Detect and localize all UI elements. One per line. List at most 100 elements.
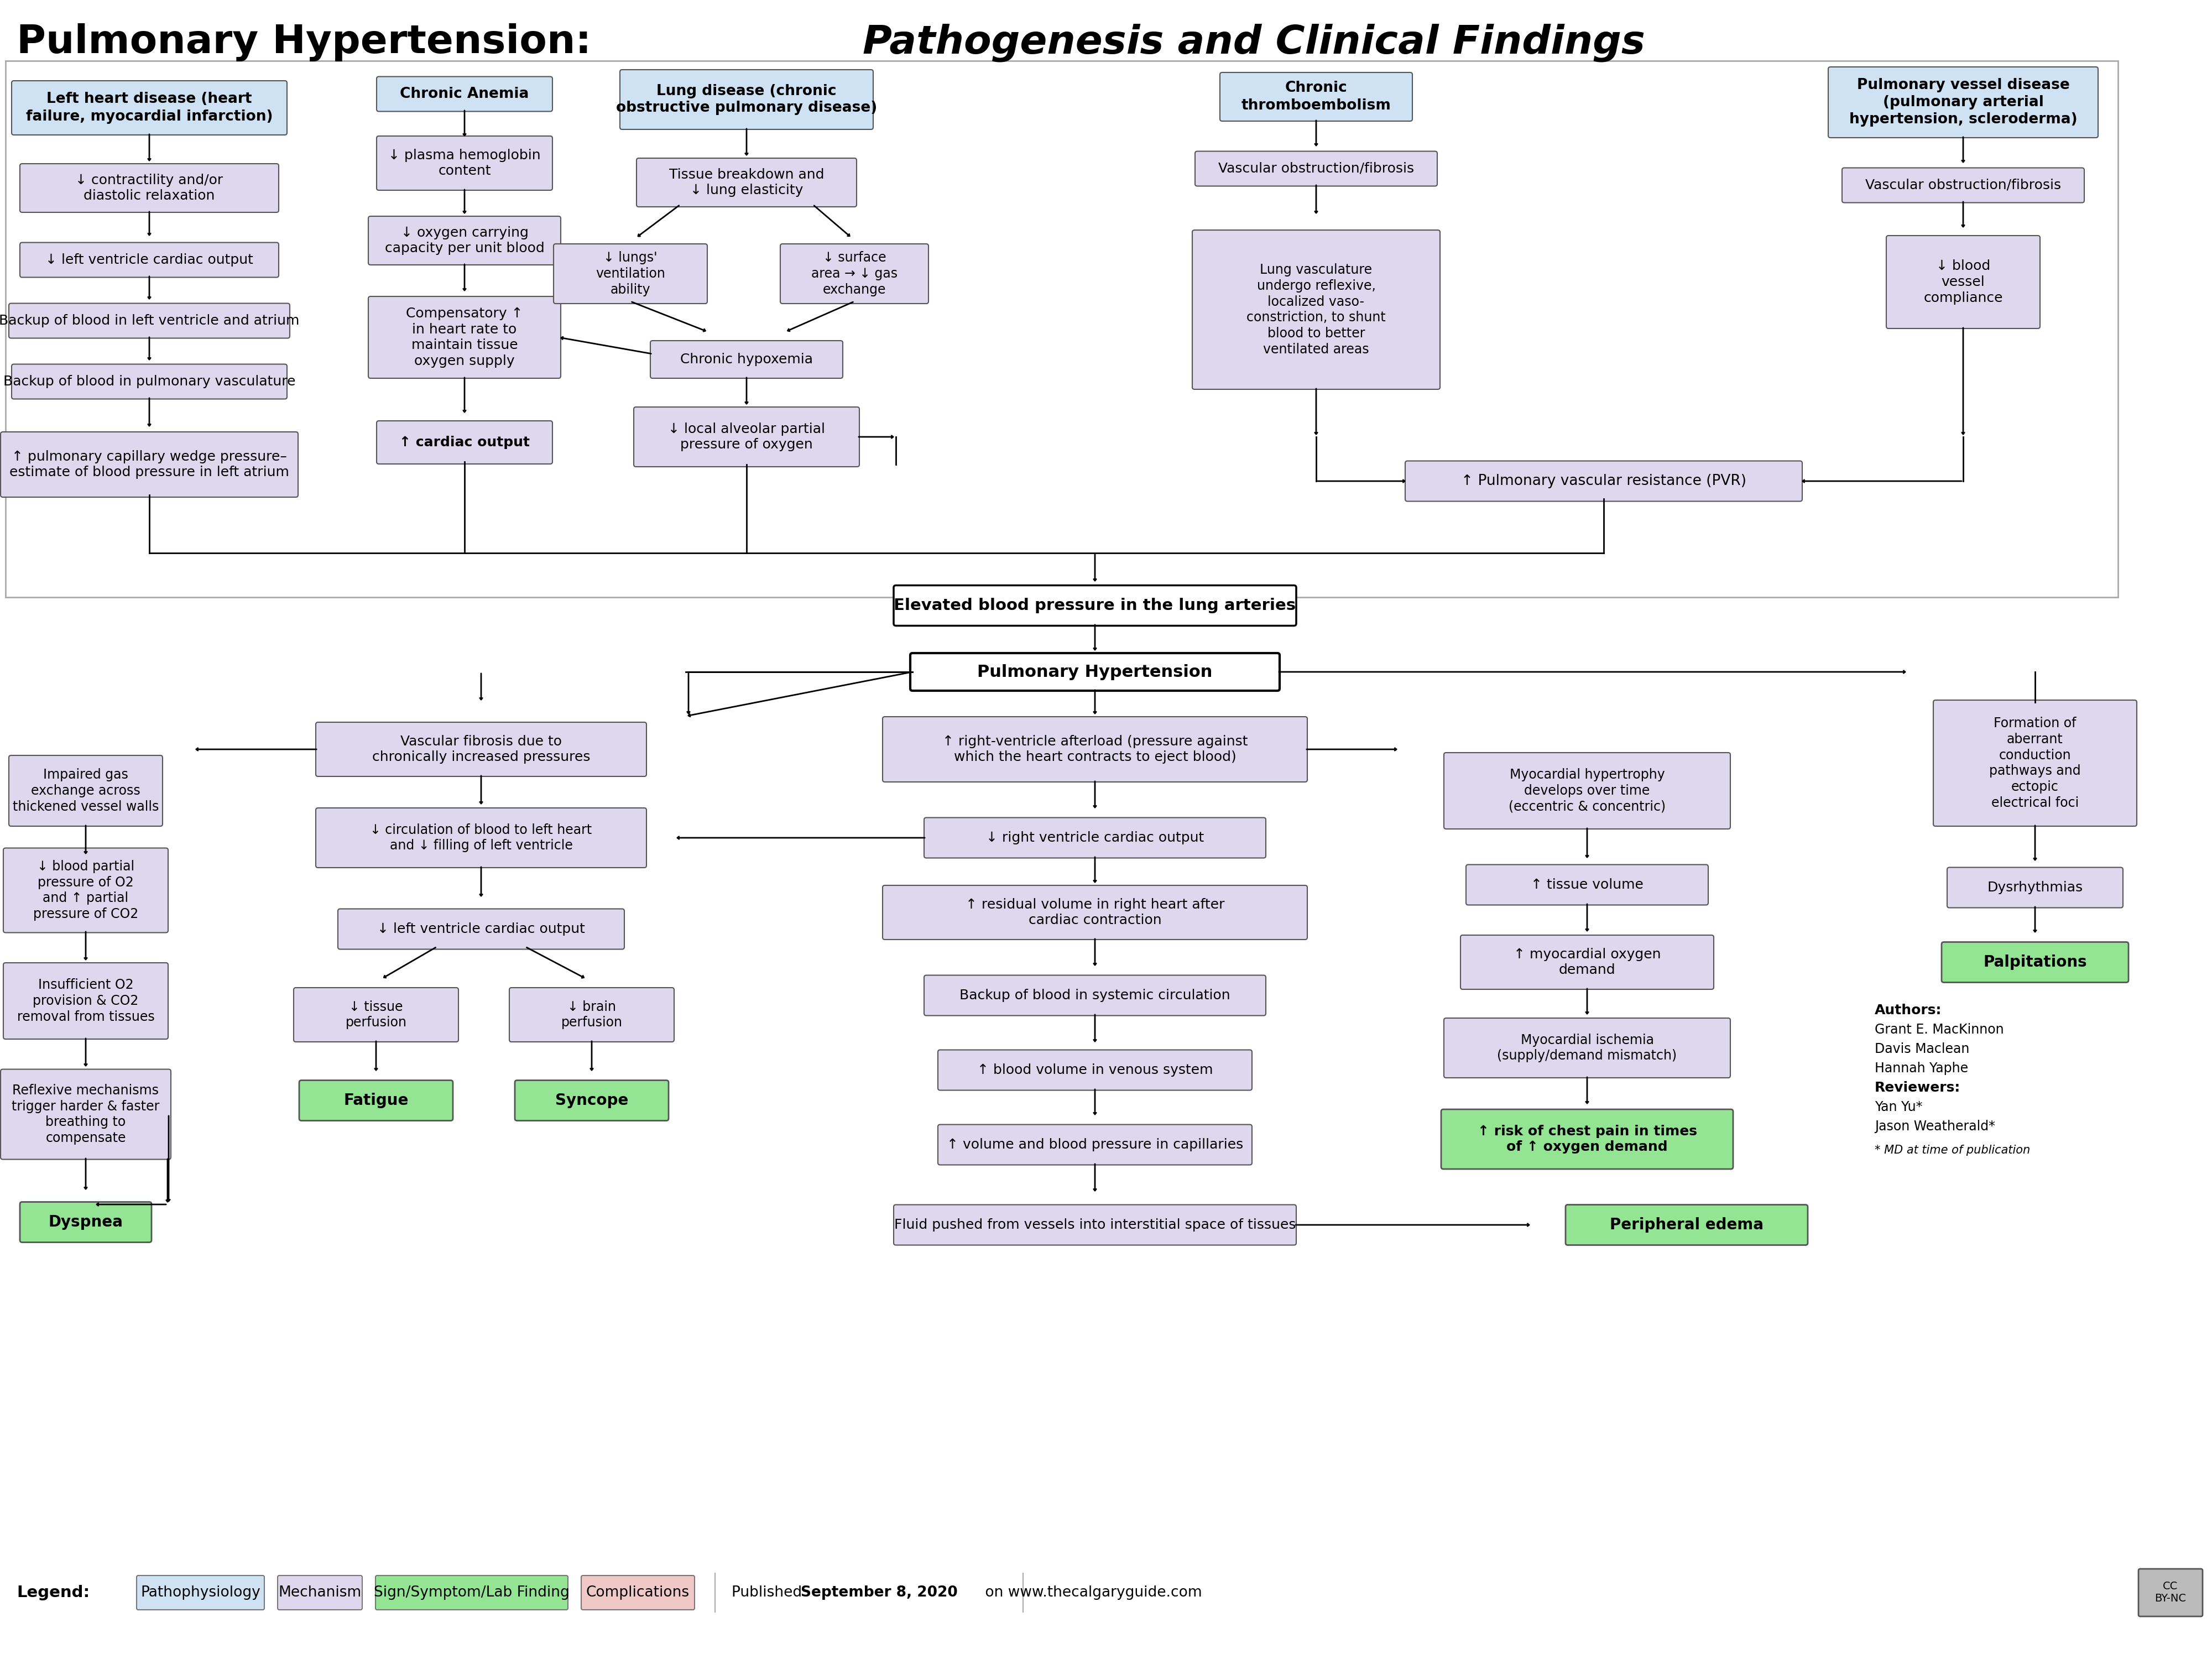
- Text: Insufficient O2
provision & CO2
removal from tissues: Insufficient O2 provision & CO2 removal …: [18, 979, 155, 1024]
- Text: CC
BY-NC: CC BY-NC: [2154, 1581, 2185, 1604]
- FancyBboxPatch shape: [279, 1576, 363, 1609]
- Text: ↑ tissue volume: ↑ tissue volume: [1531, 878, 1644, 891]
- FancyBboxPatch shape: [894, 586, 1296, 625]
- FancyBboxPatch shape: [4, 962, 168, 1039]
- Text: ↑ blood volume in venous system: ↑ blood volume in venous system: [978, 1063, 1212, 1077]
- Text: Davis Maclean: Davis Maclean: [1876, 1042, 1969, 1055]
- Text: ↑ residual volume in right heart after
cardiac contraction: ↑ residual volume in right heart after c…: [964, 898, 1225, 927]
- FancyBboxPatch shape: [1442, 1110, 1734, 1170]
- Text: ↓ right ventricle cardiac output: ↓ right ventricle cardiac output: [987, 831, 1203, 844]
- Text: ↓ circulation of blood to left heart
and ↓ filling of left ventricle: ↓ circulation of blood to left heart and…: [369, 823, 593, 853]
- Text: ↑ myocardial oxygen
demand: ↑ myocardial oxygen demand: [1513, 947, 1661, 977]
- Text: Syncope: Syncope: [555, 1093, 628, 1108]
- Text: ↓ blood
vessel
compliance: ↓ blood vessel compliance: [1924, 259, 2002, 305]
- FancyBboxPatch shape: [1192, 231, 1440, 390]
- FancyBboxPatch shape: [553, 244, 708, 304]
- Text: Chronic hypoxemia: Chronic hypoxemia: [681, 353, 814, 367]
- Text: ↑ cardiac output: ↑ cardiac output: [398, 436, 531, 450]
- Text: Backup of blood in systemic circulation: Backup of blood in systemic circulation: [960, 989, 1230, 1002]
- FancyBboxPatch shape: [20, 164, 279, 212]
- FancyBboxPatch shape: [650, 340, 843, 378]
- FancyBboxPatch shape: [316, 722, 646, 776]
- Text: Impaired gas
exchange across
thickened vessel walls: Impaired gas exchange across thickened v…: [13, 768, 159, 813]
- Text: ↓ surface
area → ↓ gas
exchange: ↓ surface area → ↓ gas exchange: [812, 251, 898, 297]
- FancyBboxPatch shape: [0, 1070, 170, 1160]
- Text: Left heart disease (heart
failure, myocardial infarction): Left heart disease (heart failure, myoca…: [27, 91, 272, 124]
- FancyBboxPatch shape: [0, 431, 299, 498]
- FancyBboxPatch shape: [11, 365, 288, 400]
- FancyBboxPatch shape: [294, 987, 458, 1042]
- FancyBboxPatch shape: [11, 81, 288, 134]
- FancyBboxPatch shape: [637, 158, 856, 207]
- FancyBboxPatch shape: [1467, 864, 1708, 906]
- FancyBboxPatch shape: [376, 136, 553, 191]
- Text: ↑ Pulmonary vascular resistance (PVR): ↑ Pulmonary vascular resistance (PVR): [1460, 474, 1747, 488]
- Text: Lung disease (chronic
obstructive pulmonary disease): Lung disease (chronic obstructive pulmon…: [615, 83, 878, 116]
- Text: Vascular obstruction/fibrosis: Vascular obstruction/fibrosis: [1865, 179, 2062, 192]
- FancyBboxPatch shape: [376, 1576, 568, 1609]
- Text: Formation of
aberrant
conduction
pathways and
ectopic
electrical foci: Formation of aberrant conduction pathway…: [1989, 717, 2081, 810]
- Text: Pulmonary Hypertension: Pulmonary Hypertension: [978, 664, 1212, 680]
- Text: ↓ brain
perfusion: ↓ brain perfusion: [562, 1000, 622, 1029]
- FancyBboxPatch shape: [1566, 1204, 1807, 1244]
- FancyBboxPatch shape: [9, 304, 290, 338]
- FancyBboxPatch shape: [1887, 236, 2039, 328]
- Text: Myocardial ischemia
(supply/demand mismatch): Myocardial ischemia (supply/demand misma…: [1498, 1034, 1677, 1062]
- FancyBboxPatch shape: [1933, 700, 2137, 826]
- FancyBboxPatch shape: [20, 1201, 150, 1243]
- FancyBboxPatch shape: [1942, 942, 2128, 982]
- Text: Legend:: Legend:: [18, 1584, 91, 1601]
- Text: ↑ pulmonary capillary wedge pressure–
estimate of blood pressure in left atrium: ↑ pulmonary capillary wedge pressure– es…: [9, 450, 290, 479]
- Text: Published: Published: [732, 1586, 807, 1599]
- FancyBboxPatch shape: [2139, 1569, 2203, 1616]
- FancyBboxPatch shape: [635, 406, 858, 466]
- Text: ↓ plasma hemoglobin
content: ↓ plasma hemoglobin content: [389, 149, 540, 178]
- Text: Reviewers:: Reviewers:: [1876, 1082, 1960, 1095]
- FancyBboxPatch shape: [376, 421, 553, 465]
- Text: Pathophysiology: Pathophysiology: [142, 1586, 261, 1599]
- Text: Elevated blood pressure in the lung arteries: Elevated blood pressure in the lung arte…: [894, 597, 1296, 614]
- Text: on www.thecalgaryguide.com: on www.thecalgaryguide.com: [980, 1586, 1201, 1599]
- Text: Authors:: Authors:: [1876, 1004, 1942, 1017]
- Text: Backup of blood in left ventricle and atrium: Backup of blood in left ventricle and at…: [0, 314, 299, 327]
- Text: Pulmonary Hypertension:: Pulmonary Hypertension:: [18, 23, 606, 61]
- Text: Vascular obstruction/fibrosis: Vascular obstruction/fibrosis: [1219, 163, 1413, 176]
- FancyBboxPatch shape: [515, 1080, 668, 1121]
- FancyBboxPatch shape: [619, 70, 874, 129]
- FancyBboxPatch shape: [1947, 868, 2124, 907]
- Text: * MD at time of publication: * MD at time of publication: [1876, 1145, 2031, 1156]
- FancyBboxPatch shape: [376, 76, 553, 111]
- FancyBboxPatch shape: [938, 1125, 1252, 1165]
- FancyBboxPatch shape: [883, 717, 1307, 781]
- Text: Complications: Complications: [586, 1586, 690, 1599]
- FancyBboxPatch shape: [1444, 1019, 1730, 1078]
- FancyBboxPatch shape: [1221, 73, 1413, 121]
- FancyBboxPatch shape: [316, 808, 646, 868]
- Text: ↑ right-ventricle afterload (pressure against
which the heart contracts to eject: ↑ right-ventricle afterload (pressure ag…: [942, 735, 1248, 763]
- Text: ↓ left ventricle cardiac output: ↓ left ventricle cardiac output: [378, 922, 584, 936]
- FancyBboxPatch shape: [582, 1576, 695, 1609]
- Text: Palpitations: Palpitations: [1984, 954, 2086, 971]
- Text: ↓ tissue
perfusion: ↓ tissue perfusion: [345, 1000, 407, 1029]
- Text: Pulmonary vessel disease
(pulmonary arterial
hypertension, scleroderma): Pulmonary vessel disease (pulmonary arte…: [1849, 78, 2077, 126]
- FancyBboxPatch shape: [1194, 151, 1438, 186]
- FancyBboxPatch shape: [9, 755, 164, 826]
- Text: Grant E. MacKinnon: Grant E. MacKinnon: [1876, 1024, 2004, 1037]
- Text: Peripheral edema: Peripheral edema: [1610, 1218, 1763, 1233]
- Text: Fluid pushed from vessels into interstitial space of tissues: Fluid pushed from vessels into interstit…: [894, 1218, 1296, 1231]
- FancyBboxPatch shape: [938, 1050, 1252, 1090]
- Text: ↓ blood partial
pressure of O2
and ↑ partial
pressure of CO2: ↓ blood partial pressure of O2 and ↑ par…: [33, 859, 139, 921]
- Text: Jason Weatherald*: Jason Weatherald*: [1876, 1120, 1995, 1133]
- Text: ↓ oxygen carrying
capacity per unit blood: ↓ oxygen carrying capacity per unit bloo…: [385, 226, 544, 255]
- Text: Myocardial hypertrophy
develops over time
(eccentric & concentric): Myocardial hypertrophy develops over tim…: [1509, 768, 1666, 813]
- FancyBboxPatch shape: [299, 1080, 453, 1121]
- Text: Fatigue: Fatigue: [343, 1093, 409, 1108]
- FancyBboxPatch shape: [1444, 753, 1730, 830]
- Text: Tissue breakdown and
↓ lung elasticity: Tissue breakdown and ↓ lung elasticity: [668, 168, 825, 197]
- Text: Sign/Symptom/Lab Finding: Sign/Symptom/Lab Finding: [374, 1586, 568, 1599]
- Text: Dysrhythmias: Dysrhythmias: [1986, 881, 2084, 894]
- Text: Mechanism: Mechanism: [279, 1586, 361, 1599]
- Text: Reflexive mechanisms
trigger harder & faster
breathing to
compensate: Reflexive mechanisms trigger harder & fa…: [11, 1083, 159, 1145]
- Text: ↓ left ventricle cardiac output: ↓ left ventricle cardiac output: [46, 254, 252, 267]
- FancyBboxPatch shape: [883, 886, 1307, 939]
